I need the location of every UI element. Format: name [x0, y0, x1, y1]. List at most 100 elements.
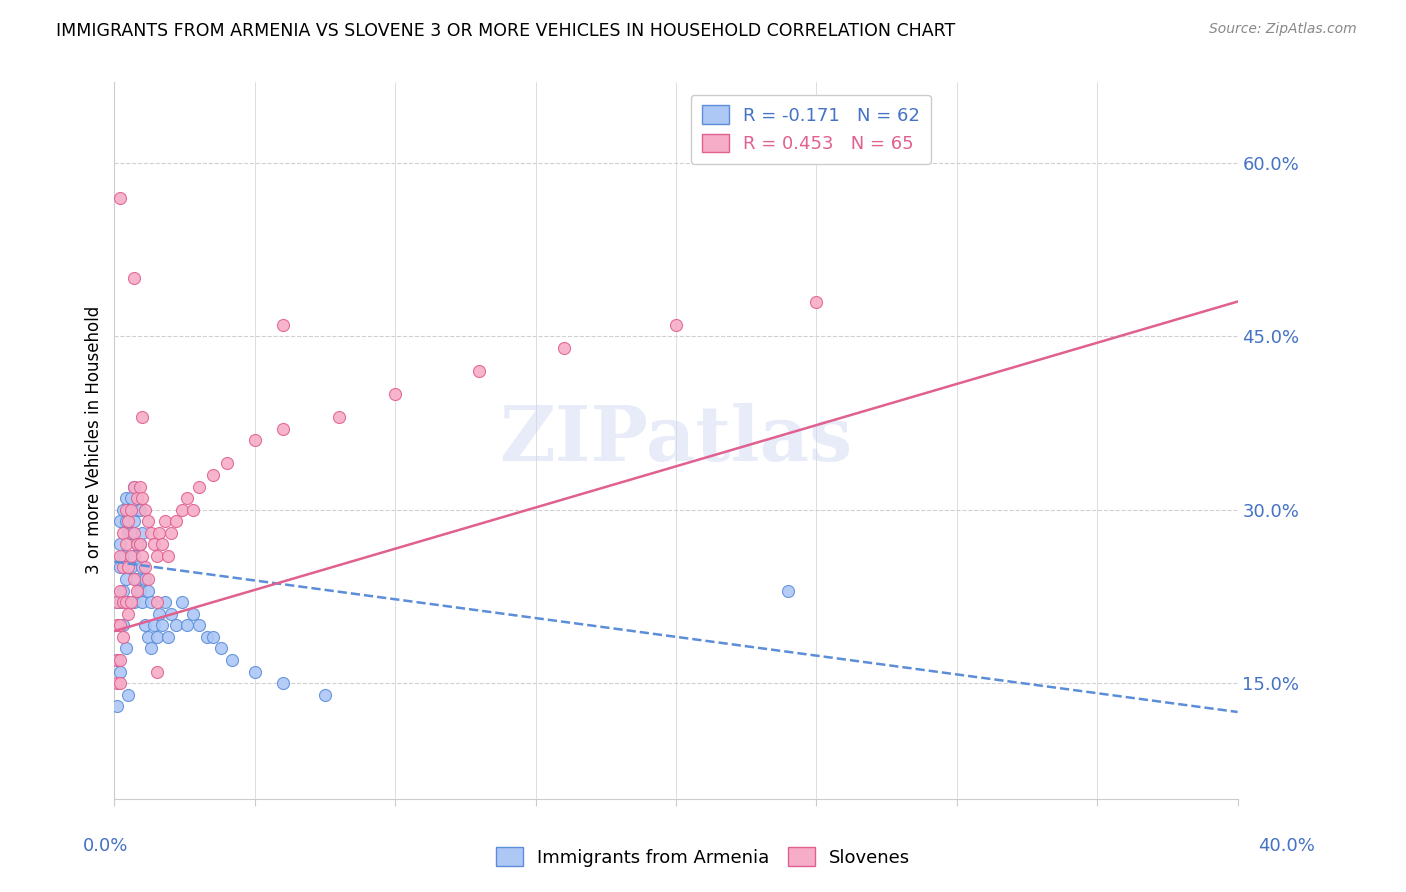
Point — [105, 618, 128, 632]
Point — [111, 502, 134, 516]
Point — [778, 583, 800, 598]
Point — [468, 364, 491, 378]
Point — [215, 457, 238, 471]
Point — [150, 618, 173, 632]
Point — [139, 595, 162, 609]
Point — [105, 595, 128, 609]
Point — [108, 595, 131, 609]
Point — [170, 502, 193, 516]
Point — [117, 502, 139, 516]
Point — [150, 537, 173, 551]
Point — [108, 676, 131, 690]
Point — [139, 525, 162, 540]
Point — [156, 549, 179, 563]
Point — [153, 595, 176, 609]
Point — [111, 630, 134, 644]
Point — [156, 630, 179, 644]
Point — [108, 583, 131, 598]
Point — [120, 525, 142, 540]
Point — [142, 618, 165, 632]
Point — [148, 607, 170, 621]
Point — [117, 607, 139, 621]
Point — [165, 514, 187, 528]
Point — [105, 595, 128, 609]
Point — [145, 549, 167, 563]
Point — [131, 560, 153, 574]
Point — [122, 271, 145, 285]
Point — [271, 422, 294, 436]
Point — [209, 641, 232, 656]
Point — [201, 467, 224, 482]
Point — [105, 653, 128, 667]
Point — [125, 572, 148, 586]
Point — [117, 595, 139, 609]
Point — [122, 479, 145, 493]
Point — [181, 502, 204, 516]
Point — [105, 653, 128, 667]
Point — [328, 410, 350, 425]
Point — [128, 479, 150, 493]
Point — [105, 699, 128, 714]
Text: IMMIGRANTS FROM ARMENIA VS SLOVENE 3 OR MORE VEHICLES IN HOUSEHOLD CORRELATION C: IMMIGRANTS FROM ARMENIA VS SLOVENE 3 OR … — [56, 22, 956, 40]
Point — [114, 641, 136, 656]
Y-axis label: 3 or more Vehicles in Household: 3 or more Vehicles in Household — [86, 306, 103, 574]
Text: Source: ZipAtlas.com: Source: ZipAtlas.com — [1209, 22, 1357, 37]
Point — [108, 665, 131, 679]
Point — [271, 676, 294, 690]
Point — [114, 502, 136, 516]
Point — [108, 549, 131, 563]
Point — [105, 676, 128, 690]
Point — [108, 618, 131, 632]
Point — [148, 525, 170, 540]
Point — [170, 595, 193, 609]
Point — [120, 502, 142, 516]
Point — [108, 537, 131, 551]
Point — [136, 583, 159, 598]
Point — [122, 525, 145, 540]
Point — [136, 514, 159, 528]
Point — [122, 572, 145, 586]
Point — [128, 537, 150, 551]
Point — [111, 618, 134, 632]
Point — [120, 560, 142, 574]
Point — [117, 560, 139, 574]
Point — [125, 491, 148, 505]
Point — [108, 653, 131, 667]
Point — [134, 560, 156, 574]
Point — [120, 549, 142, 563]
Point — [122, 479, 145, 493]
Point — [187, 479, 209, 493]
Point — [243, 434, 266, 448]
Point — [125, 502, 148, 516]
Point — [131, 525, 153, 540]
Point — [128, 583, 150, 598]
Point — [108, 190, 131, 204]
Point — [131, 549, 153, 563]
Point — [136, 630, 159, 644]
Point — [134, 618, 156, 632]
Legend: Immigrants from Armenia, Slovenes: Immigrants from Armenia, Slovenes — [488, 840, 918, 874]
Point — [122, 595, 145, 609]
Point — [111, 583, 134, 598]
Point — [176, 491, 198, 505]
Point — [134, 502, 156, 516]
Point — [165, 618, 187, 632]
Point — [159, 607, 181, 621]
Point — [131, 491, 153, 505]
Point — [665, 318, 688, 332]
Point — [159, 525, 181, 540]
Point — [145, 595, 167, 609]
Point — [131, 410, 153, 425]
Point — [314, 688, 336, 702]
Point — [271, 318, 294, 332]
Point — [806, 294, 828, 309]
Text: 0.0%: 0.0% — [83, 837, 128, 855]
Point — [125, 583, 148, 598]
Point — [181, 607, 204, 621]
Point — [145, 665, 167, 679]
Point — [117, 525, 139, 540]
Point — [145, 630, 167, 644]
Point — [120, 595, 142, 609]
Point — [142, 537, 165, 551]
Point — [122, 514, 145, 528]
